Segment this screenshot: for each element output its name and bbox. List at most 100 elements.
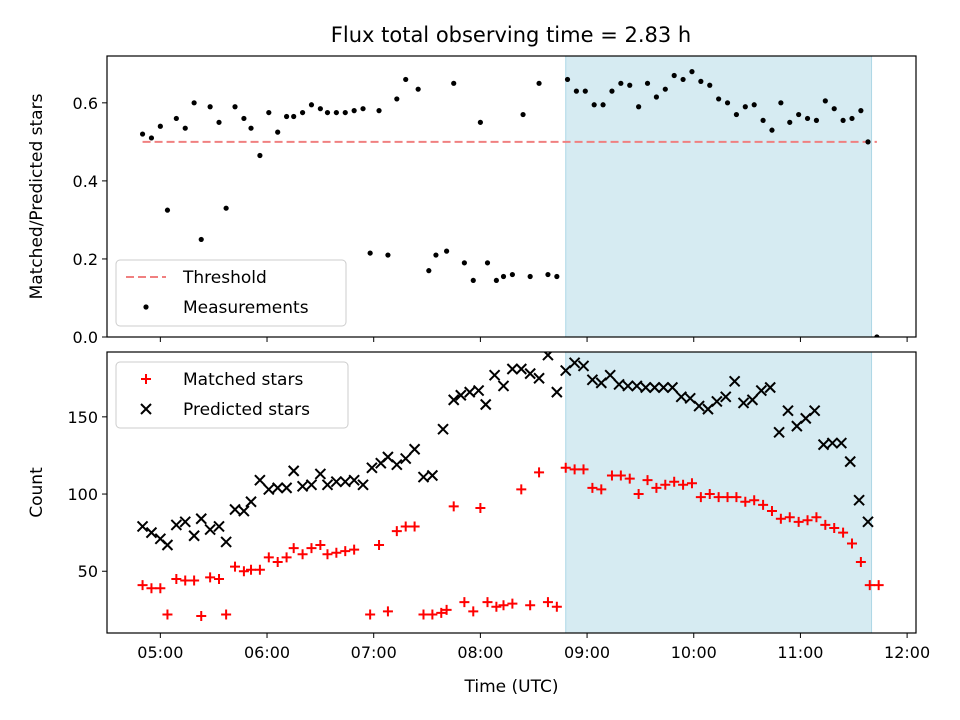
matched-stars-point [155, 583, 166, 594]
predicted-stars-point [844, 455, 856, 468]
x-tick-label: 11:00 [777, 643, 823, 662]
predicted-stars-point [280, 482, 293, 494]
measurement-point [232, 104, 238, 110]
matched-stars-point [214, 573, 225, 584]
matched-stars-point [811, 512, 822, 523]
y-tick-label: 0.0 [73, 328, 98, 347]
predicted-stars-point [408, 443, 421, 455]
measurement-point [545, 271, 551, 278]
measurement-point [733, 111, 740, 118]
measurement-point [173, 115, 179, 122]
measurement-point [248, 125, 254, 131]
predicted-stars-point [737, 397, 750, 409]
predicted-stars-point [271, 482, 284, 494]
matched-stars-point [482, 597, 493, 608]
predicted-stars-point [755, 384, 768, 397]
predicted-stars-point [675, 391, 688, 403]
y-tick-label: 0.6 [73, 94, 98, 113]
predicted-stars-point [179, 516, 191, 528]
matched-stars-point [587, 482, 598, 493]
predicted-stars-point [188, 530, 200, 542]
measurement-point [520, 111, 526, 118]
measurement-point [536, 80, 542, 86]
measurement-point [157, 123, 163, 129]
measurement-point [751, 102, 757, 108]
measurement-point [191, 100, 197, 106]
measurement-point [564, 76, 571, 83]
matched-stars-point [238, 566, 249, 577]
predicted-stars-point [533, 372, 545, 384]
predicted-stars-point [631, 380, 643, 392]
predicted-stars-point [586, 374, 599, 386]
predicted-stars-point [640, 381, 652, 394]
predicted-stars-point [666, 381, 679, 394]
measurement-point [433, 252, 439, 258]
measurement-point [618, 80, 624, 86]
predicted-stars-point [161, 539, 174, 551]
predicted-stars-point [542, 352, 554, 361]
measurement-point [698, 78, 704, 84]
y-tick-label: 100 [67, 485, 98, 504]
matched-stars-point [221, 609, 232, 620]
measurement-point [198, 236, 204, 243]
axes-frame [106, 351, 917, 634]
measurement-point [461, 260, 467, 266]
predicted-stars-point [826, 437, 839, 449]
matched-stars-point [802, 515, 813, 526]
predicted-stars-point [515, 363, 527, 375]
measurement-point [470, 277, 476, 284]
x-tick-label: 06:00 [244, 643, 290, 662]
measurement-point [724, 100, 731, 106]
predicted-stars-point [657, 381, 670, 394]
legend-matched-swatch [141, 374, 151, 384]
measurement-point [796, 111, 802, 118]
matched-stars-point [838, 527, 849, 538]
y-tick-label: 150 [67, 408, 98, 427]
y-axis-label: Count [27, 467, 47, 518]
matched-stars-point [633, 489, 644, 500]
x-tick-label: 07:00 [351, 643, 397, 662]
matched-stars-point [615, 470, 626, 481]
matched-stars-point [704, 489, 715, 500]
matched-stars-point [846, 538, 857, 549]
measurement-point [509, 271, 515, 278]
predicted-stars-point [711, 395, 723, 408]
matched-stars-point [749, 495, 760, 506]
predicted-stars-point [773, 426, 785, 438]
measurement-point [182, 125, 188, 131]
predicted-stars-point [693, 400, 705, 412]
predicted-stars-point [577, 360, 590, 372]
measurement-point [609, 88, 615, 94]
matched-stars-point [137, 580, 148, 591]
matched-stars-point [507, 598, 518, 609]
predicted-stars-point [568, 357, 581, 369]
matched-stars-point [418, 609, 429, 620]
matched-stars-point [829, 523, 840, 534]
measurement-point [342, 109, 348, 116]
x-tick-label: 10:00 [671, 643, 717, 662]
matched-stars-point [349, 544, 360, 555]
predicted-stars-point [195, 513, 207, 525]
measurement-point [874, 334, 880, 337]
measurement-point [644, 80, 651, 86]
axes-frame [106, 55, 917, 338]
matched-stars-point [713, 492, 724, 503]
measurement-point [308, 102, 315, 108]
predicted-stars-point [764, 381, 776, 394]
predicted-stars-point [220, 536, 232, 548]
matched-stars-point [740, 496, 751, 507]
predicted-stars-point [464, 386, 476, 398]
predicted-stars-point [204, 523, 216, 536]
figure-title: Flux total observing time = 2.83 h [331, 23, 691, 47]
measurement-point [333, 109, 339, 116]
matched-stars-point [246, 564, 257, 575]
matched-stars-point [306, 543, 317, 554]
measurement-point [591, 102, 597, 108]
predicted-stars-point [348, 474, 360, 486]
matched-stars-point [475, 502, 486, 513]
measurement-point [360, 106, 366, 112]
matched-stars-point [468, 606, 479, 617]
measurement-point [680, 76, 686, 83]
matched-stars-point [491, 601, 502, 612]
